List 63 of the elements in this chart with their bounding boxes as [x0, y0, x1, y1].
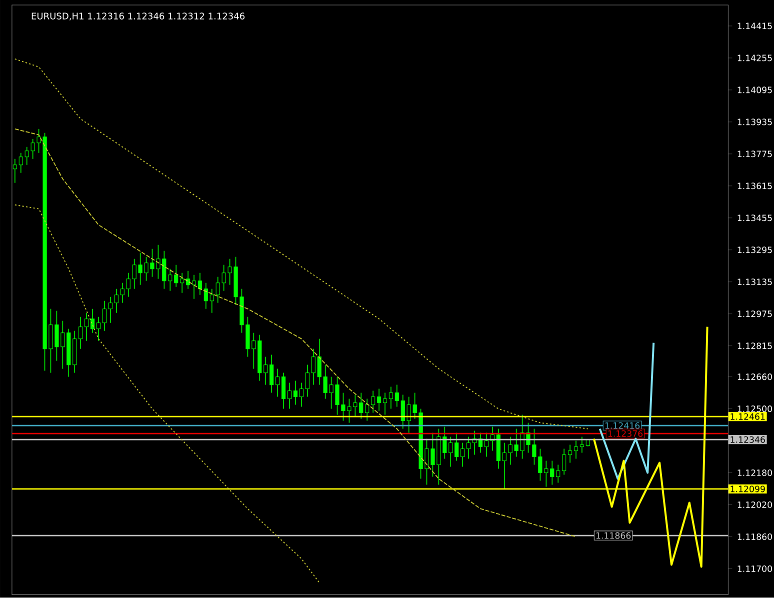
- candlestick: [365, 398, 370, 422]
- candlestick: [102, 300, 107, 332]
- y-tick-label: 1.12500: [738, 406, 772, 412]
- candlestick: [400, 394, 405, 430]
- candlestick: [382, 392, 388, 416]
- y-tick-label: 1.14095: [738, 86, 772, 94]
- candlestick: [108, 296, 112, 324]
- y-tick-label: 1.12660: [738, 374, 772, 380]
- candlestick: [270, 354, 274, 394]
- candlestick: [84, 312, 89, 342]
- candlestick: [371, 390, 376, 414]
- text: EURUSD,H1 1.12316 1.12346 1.12312 1.12346: [32, 12, 245, 21]
- candlestick: [174, 264, 178, 288]
- y-tick-label: 1.13135: [738, 278, 772, 286]
- candlestick: [276, 368, 280, 398]
- candlestick: [204, 282, 208, 310]
- candlestick: [460, 442, 465, 468]
- candlestick: [114, 288, 118, 314]
- y-tick-label: 1.13295: [738, 246, 772, 254]
- y-tick-label: 1.12815: [738, 342, 772, 350]
- line-series: [598, 342, 655, 480]
- candlestick: [556, 464, 560, 484]
- y-tick-label: 1.14255: [738, 54, 772, 62]
- ref-line-label: 1.12416: [605, 422, 640, 430]
- candlestick: [210, 288, 214, 314]
- ref-line-label: 1.12376: [608, 430, 643, 437]
- candlestick: [574, 440, 578, 460]
- y-tick-label: 1.13935: [738, 118, 772, 126]
- ref-line-label: 1.12099: [730, 486, 765, 492]
- candlestick: [90, 308, 95, 334]
- candlestick: [192, 274, 196, 300]
- candlestick: [198, 272, 202, 296]
- y-tick-label: 1.13455: [738, 214, 772, 222]
- candlestick: [180, 272, 184, 294]
- candlestick: [394, 384, 399, 408]
- candlestick: [562, 448, 566, 476]
- candlestick: [466, 436, 471, 460]
- candlestick: [18, 152, 23, 174]
- candlestick: [96, 316, 101, 342]
- candlestick: [376, 388, 382, 412]
- ref-line-label: 1.12461: [730, 413, 765, 420]
- candlestick: [305, 364, 310, 398]
- y-tick-label: 1.13775: [738, 150, 772, 158]
- ref-line-label: 1.12346: [730, 436, 765, 443]
- line-series: [14, 204, 320, 584]
- candlestick: [484, 432, 489, 458]
- candlestick: [78, 316, 83, 350]
- candlestick: [580, 436, 584, 454]
- ref-line-label: 1.11866: [596, 532, 631, 539]
- y-tick-label: 1.12975: [738, 310, 772, 318]
- candlestick: [388, 386, 394, 410]
- y-tick-label: 1.11700: [738, 566, 772, 572]
- candlestick: [281, 372, 286, 410]
- y-tick-label: 1.12020: [738, 502, 772, 508]
- y-tick-label: 1.11860: [738, 534, 772, 540]
- y-tick-label: 1.13615: [738, 182, 772, 190]
- candlestick: [287, 382, 292, 410]
- y-tick-label: 1.14415: [738, 22, 772, 30]
- candlestick: [568, 444, 572, 464]
- y-tick-label: 1.12180: [738, 470, 772, 476]
- candlestick: [293, 380, 298, 406]
- candlestick: [299, 382, 304, 408]
- candlestick: [12, 158, 17, 184]
